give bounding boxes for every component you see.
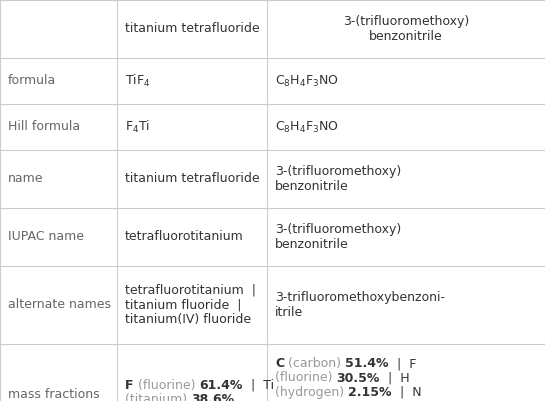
Text: Hill formula: Hill formula [8, 120, 80, 134]
Text: (titanium): (titanium) [125, 393, 191, 401]
Text: |  H: | H [380, 371, 409, 385]
Text: 3-(trifluoromethoxy)
benzonitrile: 3-(trifluoromethoxy) benzonitrile [275, 223, 401, 251]
Text: 30.5%: 30.5% [337, 371, 380, 385]
Text: C$_8$H$_4$F$_3$NO: C$_8$H$_4$F$_3$NO [275, 119, 339, 135]
Text: |  N: | N [392, 386, 421, 399]
Text: (hydrogen): (hydrogen) [275, 386, 348, 399]
Text: 2.15%: 2.15% [348, 386, 392, 399]
Text: name: name [8, 172, 44, 186]
Text: 38.6%: 38.6% [191, 393, 234, 401]
Text: 51.4%: 51.4% [345, 357, 389, 370]
Text: C: C [275, 357, 284, 370]
Text: (fluorine): (fluorine) [134, 379, 199, 392]
Text: 3-(trifluoromethoxy)
benzonitrile: 3-(trifluoromethoxy) benzonitrile [343, 15, 469, 43]
Text: |  F: | F [389, 357, 416, 370]
Text: tetrafluorotitanium  |
titanium fluoride  |
titanium(IV) fluoride: tetrafluorotitanium | titanium fluoride … [125, 284, 256, 326]
Text: (carbon): (carbon) [284, 357, 345, 370]
Text: tetrafluorotitanium: tetrafluorotitanium [125, 231, 244, 243]
Text: F$_4$Ti: F$_4$Ti [125, 119, 150, 135]
Text: |  Ti: | Ti [243, 379, 274, 392]
Text: mass fractions: mass fractions [8, 388, 100, 401]
Text: titanium tetrafluoride: titanium tetrafluoride [125, 22, 259, 36]
Text: alternate names: alternate names [8, 298, 111, 312]
Text: TiF$_4$: TiF$_4$ [125, 73, 150, 89]
Text: titanium tetrafluoride: titanium tetrafluoride [125, 172, 260, 186]
Text: 3-trifluoromethoxybenzoni-
itrile: 3-trifluoromethoxybenzoni- itrile [275, 291, 445, 319]
Text: F: F [125, 379, 134, 392]
Text: (fluorine): (fluorine) [275, 371, 337, 385]
Text: 3-(trifluoromethoxy)
benzonitrile: 3-(trifluoromethoxy) benzonitrile [275, 165, 401, 193]
Text: C$_8$H$_4$F$_3$NO: C$_8$H$_4$F$_3$NO [275, 73, 339, 89]
Text: IUPAC name: IUPAC name [8, 231, 84, 243]
Text: formula: formula [8, 75, 56, 87]
Text: 61.4%: 61.4% [199, 379, 243, 392]
